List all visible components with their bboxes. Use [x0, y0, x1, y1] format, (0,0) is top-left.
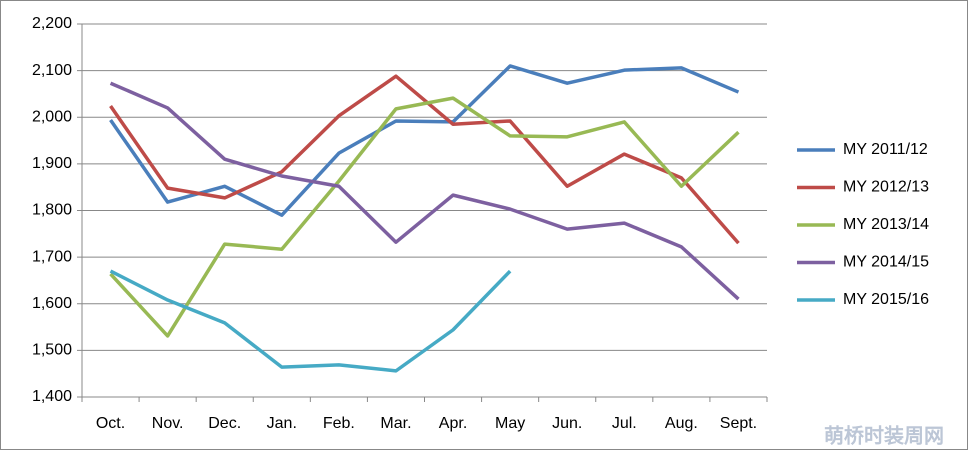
x-tick-label: Dec. [208, 415, 241, 432]
y-tick-label: 2,100 [32, 62, 72, 79]
y-tick-label: 1,600 [32, 295, 72, 312]
x-tick-label: Apr. [439, 415, 467, 432]
x-tick-label: Oct. [96, 415, 125, 432]
y-tick-label: 1,700 [32, 248, 72, 265]
legend-label: MY 2015/16 [843, 291, 929, 308]
watermark: 萌桥时装周网 [824, 423, 944, 447]
y-tick-label: 1,800 [32, 202, 72, 219]
x-tick-label: Sept. [720, 415, 757, 432]
y-tick-label: 2,000 [32, 108, 72, 125]
x-tick-label: Jun. [552, 415, 582, 432]
x-tick-label: Nov. [152, 415, 184, 432]
legend-label: MY 2013/14 [843, 216, 929, 233]
series-line [109, 81, 740, 301]
x-tick-label: May [495, 415, 525, 432]
legend-label: MY 2012/13 [843, 179, 929, 196]
y-tick-label: 1,400 [32, 388, 72, 405]
series-line [109, 64, 740, 217]
y-tick-label: 1,900 [32, 155, 72, 172]
series-line [109, 269, 512, 373]
series-line [109, 74, 740, 245]
y-tick-label: 1,500 [32, 342, 72, 359]
y-tick-label: 2,200 [32, 15, 72, 32]
series-line [109, 96, 740, 338]
x-tick-label: Feb. [323, 415, 355, 432]
legend-label: MY 2011/12 [843, 141, 928, 158]
x-tick-label: Jul. [612, 415, 637, 432]
x-tick-label: Mar. [380, 415, 411, 432]
x-tick-label: Aug. [665, 415, 698, 432]
x-tick-label: Jan. [267, 415, 297, 432]
legend-label: MY 2014/15 [843, 254, 929, 271]
